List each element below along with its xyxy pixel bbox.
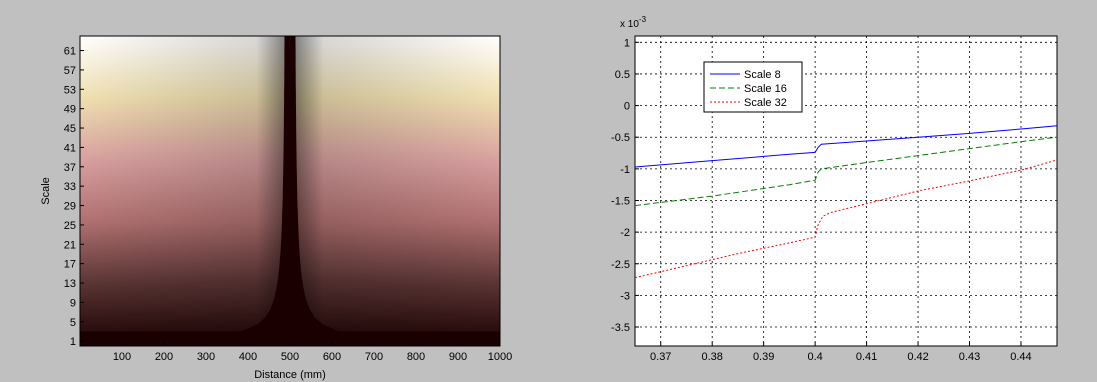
heatmap-x-tick-label: 100 bbox=[113, 351, 131, 363]
heatmap-x-tick-label: 200 bbox=[155, 351, 173, 363]
heatmap-y-tick-label: 9 bbox=[70, 297, 76, 309]
line-y-tick-label: -1.5 bbox=[611, 195, 630, 207]
heatmap-x-tick-label: 600 bbox=[323, 351, 341, 363]
y-multiplier: x 10-3 bbox=[620, 15, 647, 30]
heatmap-x-tick-label: 800 bbox=[407, 351, 425, 363]
scale-line-chart: 0.37 0.38 0.39 0.4 0.41 0.42 0.43 0.44 1 0.5 0 -0.… bbox=[611, 15, 1057, 363]
heatmap-xlabel: Distance (mm) bbox=[254, 369, 326, 381]
line-x-tick-label: 0.39 bbox=[753, 351, 774, 363]
line-x-tick-label: 0.44 bbox=[1010, 351, 1031, 363]
legend: Scale 8 Scale 16 Scale 32 bbox=[704, 62, 802, 112]
line-y-tick-label: -0.5 bbox=[611, 132, 630, 144]
heatmap-y-tick-label: 41 bbox=[64, 142, 76, 154]
line-y-tick-label: -2 bbox=[620, 227, 630, 239]
line-x-tick-label: 0.37 bbox=[650, 351, 671, 363]
line-x-tick-label: 0.4 bbox=[807, 351, 822, 363]
legend-label: Scale 32 bbox=[744, 97, 787, 109]
line-y-tick-label: -2.5 bbox=[611, 259, 630, 271]
heatmap-y-tick-label: 29 bbox=[64, 201, 76, 213]
heatmap-y-tick-label: 13 bbox=[64, 278, 76, 290]
line-y-tick-label: -1 bbox=[620, 164, 630, 176]
line-y-tick-label: 1 bbox=[624, 37, 630, 49]
line-y-tick-label: -3 bbox=[620, 290, 630, 302]
line-y-tick-label: 0 bbox=[624, 101, 630, 113]
legend-label: Scale 16 bbox=[744, 83, 787, 95]
line-plot-area bbox=[635, 36, 1057, 346]
heatmap-y-tick-label: 45 bbox=[64, 123, 76, 135]
heatmap-y-tick-label: 5 bbox=[70, 317, 76, 329]
heatmap-y-tick-label: 53 bbox=[64, 84, 76, 96]
heatmap-x-tick-label: 900 bbox=[449, 351, 467, 363]
heatmap-y-tick-label: 37 bbox=[64, 162, 76, 174]
heatmap-x-tick-label: 300 bbox=[197, 351, 215, 363]
heatmap-y-tick-label: 17 bbox=[64, 259, 76, 271]
line-x-tick-label: 0.42 bbox=[907, 351, 928, 363]
legend-label: Scale 8 bbox=[744, 69, 781, 81]
heatmap-y-tick-label: 57 bbox=[64, 65, 76, 77]
scalogram-heatmap: 100 200 300 400 500 600 700 800 900 1000 1 5 9 13 17 2… bbox=[40, 36, 512, 381]
line-x-tick-label: 0.41 bbox=[856, 351, 877, 363]
heatmap-y-tick-label: 33 bbox=[64, 181, 76, 193]
line-x-tick-label: 0.38 bbox=[701, 351, 722, 363]
heatmap-x-tick-label: 700 bbox=[365, 351, 383, 363]
heatmap-x-tick-label: 500 bbox=[281, 351, 299, 363]
heatmap-y-tick-label: 61 bbox=[64, 46, 76, 58]
heatmap-x-tick-label: 1000 bbox=[488, 351, 512, 363]
line-y-tick-label: 0.5 bbox=[615, 69, 630, 81]
heatmap-y-tick-label: 49 bbox=[64, 104, 76, 116]
heatmap-x-tick-label: 400 bbox=[239, 351, 257, 363]
line-x-tick-label: 0.43 bbox=[959, 351, 980, 363]
heatmap-y-tick-label: 21 bbox=[64, 239, 76, 251]
line-y-tick-label: -3.5 bbox=[611, 322, 630, 334]
heatmap-ylabel: Scale bbox=[40, 177, 52, 205]
heatmap-y-tick-label: 1 bbox=[70, 336, 76, 348]
heatmap-y-tick-label: 25 bbox=[64, 220, 76, 232]
